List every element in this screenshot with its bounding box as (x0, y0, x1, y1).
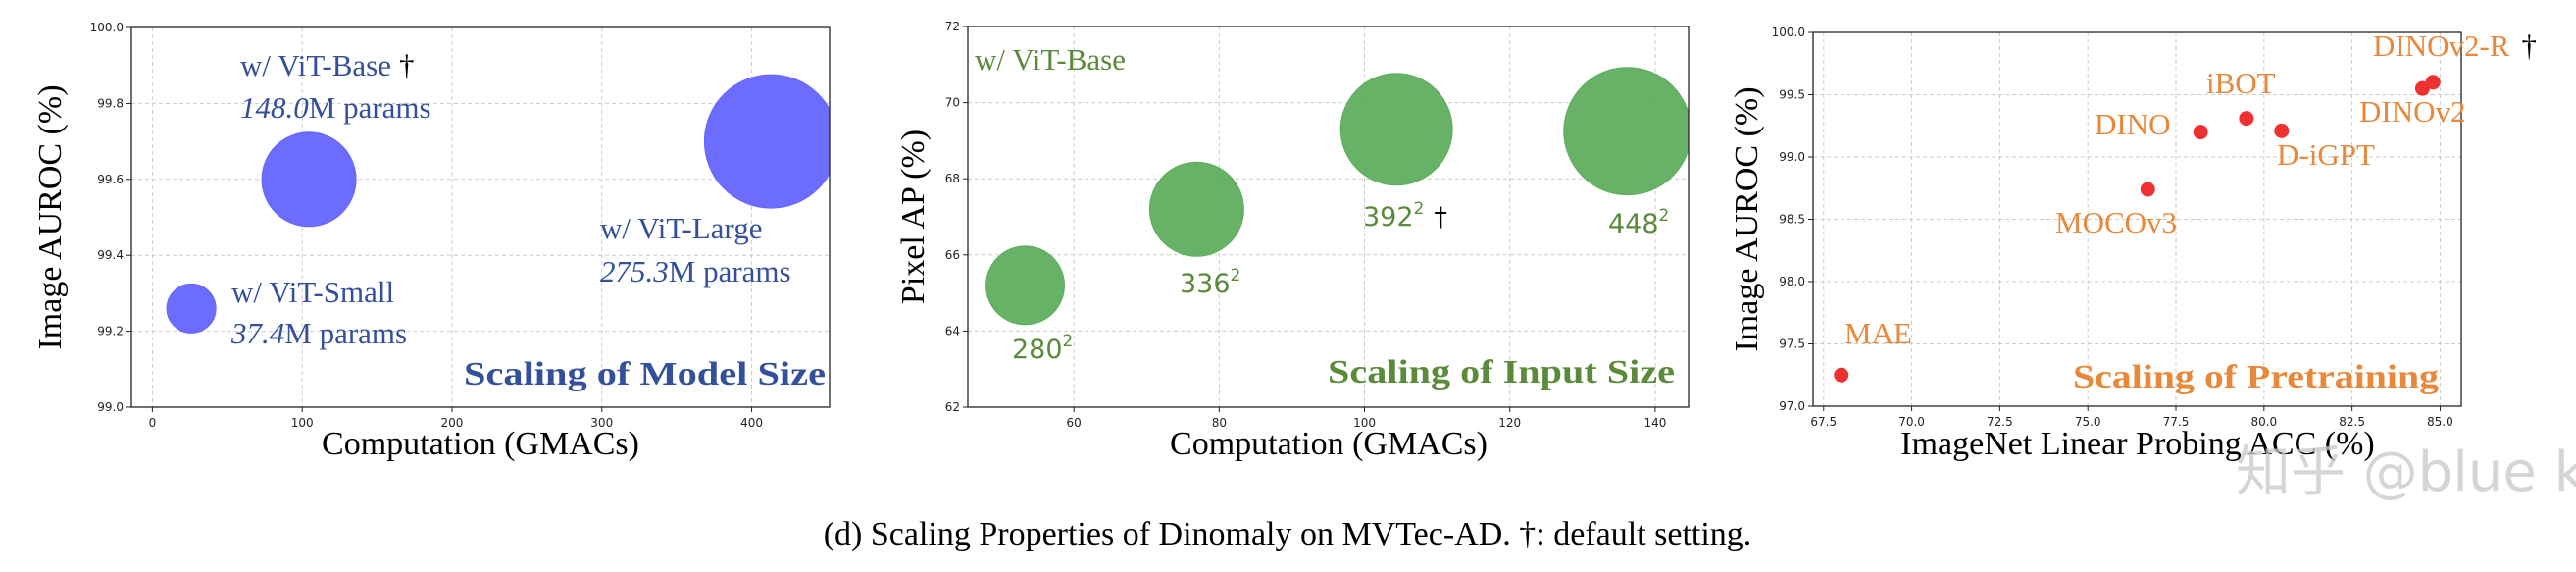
point-label: 4482 (1608, 206, 1669, 239)
x-tick-label: 72.5 (1987, 415, 2013, 429)
y-tick-label: 68 (945, 172, 960, 185)
x-tick-label: 85.0 (2427, 415, 2453, 429)
y-tick-label: 62 (945, 400, 960, 414)
y-tick-label: 99.6 (97, 173, 124, 186)
data-point (2274, 123, 2290, 138)
x-axis-label: Computation (GMACs) (1170, 426, 1488, 462)
x-tick-label: 75.0 (2075, 415, 2101, 429)
y-tick-label: 99.0 (97, 400, 124, 414)
x-tick-label: 140 (1643, 416, 1666, 430)
plot-frame (967, 26, 1690, 408)
x-tick-label: 70.0 (1898, 415, 1925, 429)
point-label: DINOv2 (2359, 94, 2466, 129)
x-tick-label: 80.0 (2250, 415, 2277, 429)
data-point (1834, 367, 1849, 383)
y-tick-label: 99.0 (1779, 150, 1805, 164)
point-label: iBOT (2206, 66, 2276, 100)
point-label: DINOv2-R † (2373, 28, 2537, 63)
figure-caption: (d) Scaling Properties of Dinomaly on MV… (824, 516, 1752, 552)
y-tick-label: 99.4 (97, 248, 124, 262)
data-point (2140, 182, 2155, 197)
markers (166, 74, 830, 334)
y-axis-label: Pixel AP (%) (895, 130, 932, 304)
data-point (2425, 75, 2441, 90)
x-tick-label: 100 (291, 416, 314, 430)
data-point (1563, 67, 1689, 196)
chart-3: 67.5 70.0 72.5 75.0 77.5 80.0 82.5 85.0 97.0 97.5… (1729, 26, 2537, 462)
data-point (985, 245, 1066, 326)
watermark: 知乎 @blue kite (2236, 441, 2576, 504)
point-label: w/ ViT-Base † (240, 48, 415, 82)
markers (1834, 75, 2441, 383)
x-tick-label: 67.5 (1810, 415, 1837, 429)
point-label: 3922 † (1363, 199, 1447, 233)
chart-title: Scaling of Input Size (1328, 354, 1675, 390)
point-label: D-iGPT (2277, 137, 2375, 172)
y-tick-label: 64 (945, 324, 960, 338)
y-tick-label: 97.0 (1779, 399, 1805, 413)
y-tick-label: 99.5 (1779, 88, 1805, 102)
point-label: 3362 (1180, 266, 1240, 299)
y-tick-label: 98.5 (1779, 213, 1805, 227)
point-sublabel: 275.3M params (600, 254, 791, 288)
y-tick-label: 99.8 (97, 96, 124, 110)
y-axis-label: Image AUROC (%) (1729, 86, 1765, 351)
plot-frame (1812, 31, 2462, 407)
y-tick-label: 97.5 (1779, 338, 1805, 351)
chart-title: Scaling of Pretraining (2073, 359, 2439, 395)
point-label: DINO (2095, 107, 2171, 141)
point-label: MAE (1844, 316, 1912, 350)
data-point (1148, 161, 1244, 257)
x-tick-label: 120 (1498, 416, 1521, 430)
x-tick-label: 80 (1212, 416, 1227, 430)
x-tick-label: 300 (590, 416, 613, 430)
point-label: MOCOv3 (2055, 205, 2177, 239)
x-tick-label: 82.5 (2339, 415, 2365, 429)
y-axis-label: Image AUROC (%) (32, 84, 69, 349)
y-tick-label: 98.0 (1779, 275, 1805, 288)
x-axis-label: Computation (GMACs) (322, 426, 639, 462)
chart-2: 60 80 100 120 140 62 64 66 68 70 72 Computation (GM… (895, 20, 1690, 462)
point-sublabel: 148.0M params (240, 90, 431, 125)
point-label: w/ ViT-Small (231, 275, 394, 309)
markers (985, 67, 1689, 326)
x-tick-label: 100 (1353, 416, 1376, 430)
point-label: w/ ViT-Large (600, 211, 762, 245)
chart-title: Scaling of Model Size (464, 356, 826, 392)
data-point (1339, 73, 1453, 186)
y-tick-label: 70 (945, 96, 960, 110)
default-dagger: † (399, 48, 415, 82)
x-tick-label: 400 (740, 416, 763, 430)
y-tick-label: 66 (945, 248, 960, 262)
data-point (2193, 125, 2208, 140)
plot-frame (130, 26, 831, 408)
x-axis-label: ImageNet Linear Probing ACC (%) (1900, 426, 2374, 462)
chart-subtitle: w/ ViT-Base (975, 42, 1126, 77)
data-point (703, 74, 830, 209)
x-tick-label: 60 (1067, 416, 1082, 430)
point-sublabel: 37.4M params (230, 316, 407, 350)
y-tick-label: 99.2 (97, 325, 124, 338)
x-tick-label: 0 (149, 416, 157, 430)
default-dagger: † (1434, 202, 1447, 233)
x-tick-label: 77.5 (2163, 415, 2190, 429)
y-tick-label: 100.0 (90, 21, 124, 34)
y-tick-label: 100.0 (1772, 26, 1805, 39)
chart-1: 0 100 200 300 400 99.0 99.2 99.4 99.6 99.8 100.0 Co… (32, 21, 831, 462)
y-tick-label: 72 (945, 20, 960, 33)
default-dagger: † (2522, 28, 2538, 63)
data-point (261, 131, 357, 228)
data-point (166, 283, 217, 334)
data-point (2239, 111, 2254, 127)
point-label: 2802 (1012, 332, 1073, 365)
x-tick-label: 200 (441, 416, 464, 430)
